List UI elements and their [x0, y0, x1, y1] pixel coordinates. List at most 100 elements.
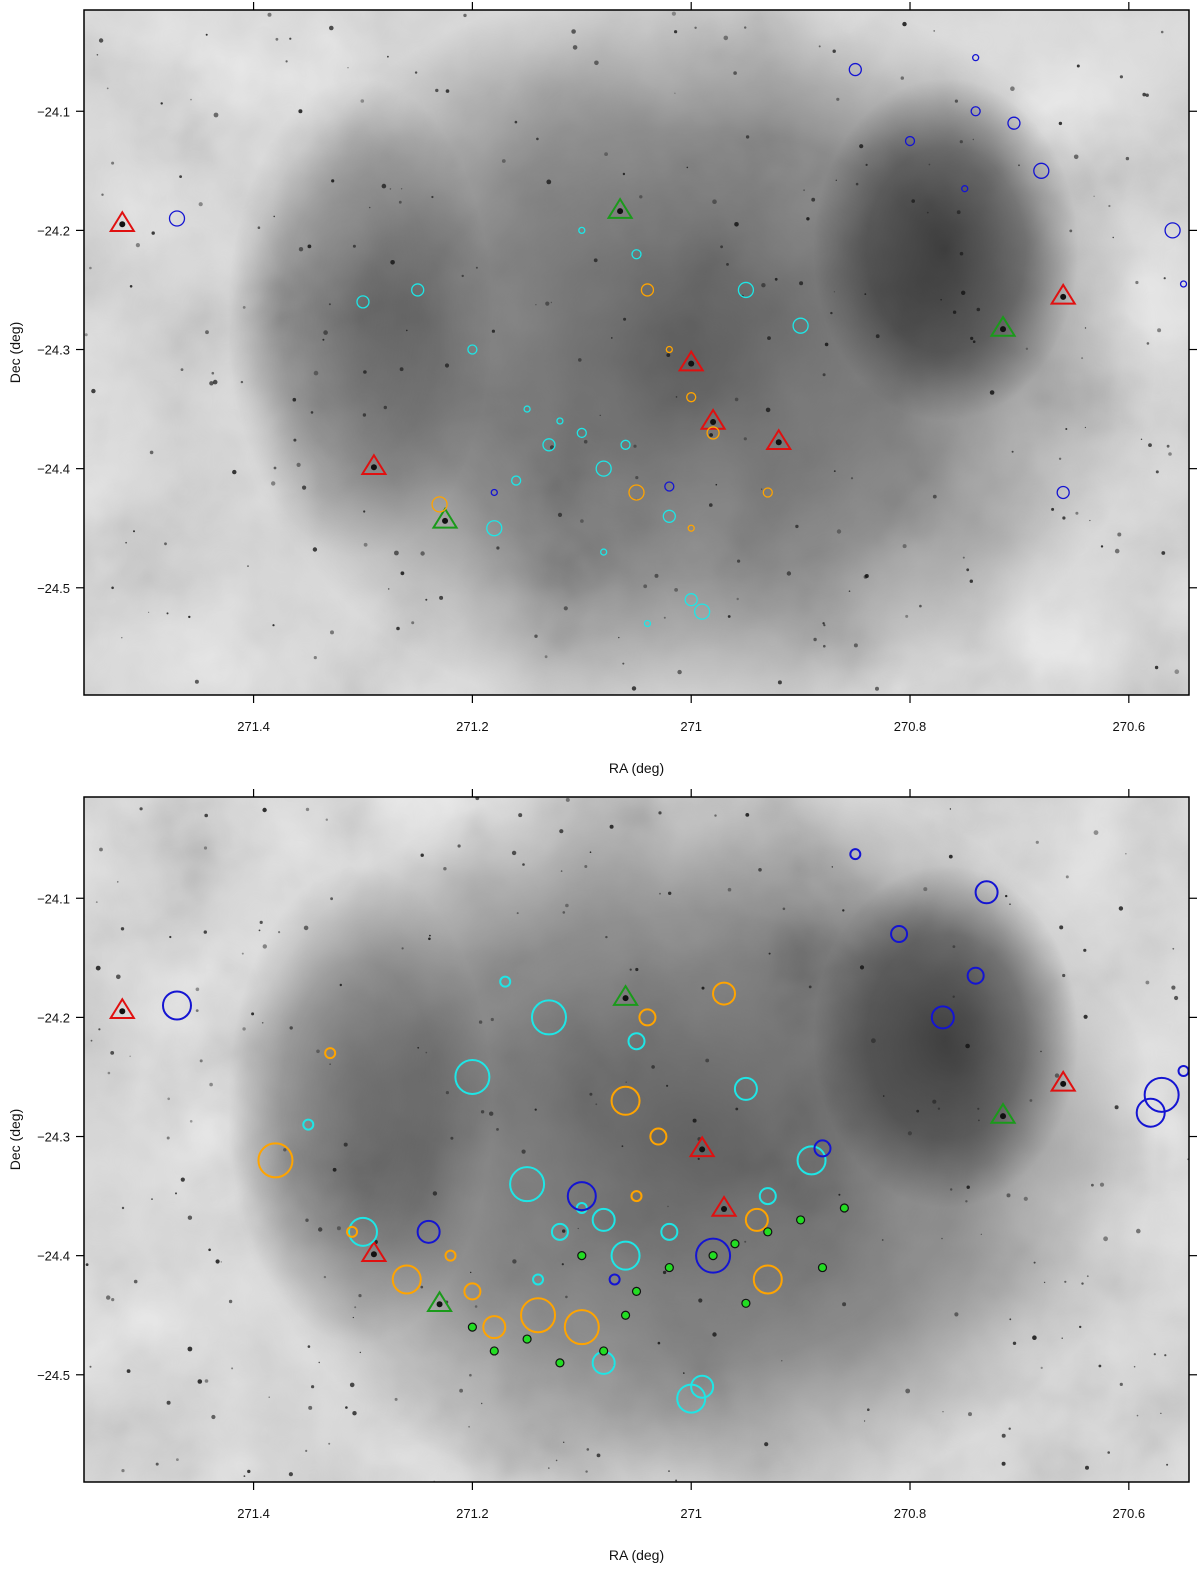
y-tick-label: −24.1: [37, 104, 70, 119]
y-tick-label: −24.2: [37, 223, 70, 238]
point-green-11: [741, 1298, 751, 1308]
background-image: [84, 797, 1189, 1482]
point-cyan-0: [575, 1202, 588, 1214]
point-blue-8: [490, 488, 498, 497]
point-red-5: [1049, 283, 1077, 305]
y-tick-label: −24.3: [37, 1130, 70, 1145]
point-blue-11: [813, 1139, 832, 1158]
x-tick-label: 271: [680, 1506, 702, 1521]
point-blue-5: [904, 135, 916, 147]
point-cyan-2: [542, 438, 556, 452]
point-orange-1: [686, 392, 697, 403]
point-blue-9: [664, 481, 675, 492]
point-blue-2: [1007, 116, 1021, 130]
point-cyan-11: [627, 1032, 646, 1051]
point-green-2: [989, 315, 1017, 337]
point-orange-12: [712, 981, 737, 1006]
y-tick-label: −24.4: [37, 462, 70, 477]
point-orange-6: [649, 1127, 668, 1146]
point-blue-6: [890, 925, 909, 943]
x-tick-label: 271: [680, 719, 702, 734]
point-blue-1: [966, 966, 985, 985]
point-red-2: [1049, 1070, 1077, 1092]
point-cyan-12: [578, 226, 586, 235]
background-image: [84, 10, 1189, 695]
point-cyan-7: [693, 603, 711, 620]
y-axis-label: Dec (deg): [7, 322, 23, 383]
x-axis-label: RA (deg): [609, 1547, 664, 1563]
point-cyan-7: [690, 1374, 715, 1399]
point-red-0: [108, 997, 136, 1019]
point-red-4: [765, 428, 793, 450]
point-blue-10: [608, 1273, 621, 1286]
point-blue-12: [1179, 280, 1188, 288]
point-red-0: [108, 210, 136, 232]
point-orange-0: [665, 345, 673, 354]
point-blue-6: [848, 62, 862, 77]
point-blue-3: [1033, 162, 1050, 179]
point-cyan-5: [620, 439, 631, 450]
point-cyan-10: [499, 975, 512, 988]
point-red-2: [677, 349, 705, 372]
point-orange-5: [630, 1190, 643, 1203]
x-tick-label: 270.6: [1113, 1506, 1146, 1521]
point-cyan-14: [454, 1058, 491, 1095]
point-green-0: [606, 197, 634, 219]
data-marks: [108, 848, 1189, 1414]
point-cyan-0: [556, 417, 564, 425]
point-orange-11: [638, 1008, 657, 1027]
y-tick-label: −24.3: [37, 343, 70, 358]
data-marks: [108, 54, 1188, 628]
point-cyan-4: [509, 1166, 546, 1203]
point-orange-1: [463, 1282, 482, 1301]
y-axis-label: Dec (deg): [7, 1109, 23, 1170]
point-green-8: [763, 1227, 773, 1237]
point-orange-10: [346, 1225, 359, 1238]
point-blue-3: [1135, 1097, 1166, 1128]
point-blue-2: [930, 1005, 955, 1030]
y-tick-label: −24.4: [37, 1249, 70, 1264]
point-orange-2: [482, 1315, 507, 1340]
point-cyan-1: [550, 1222, 569, 1241]
point-cyan-18: [662, 509, 676, 523]
plot-frame: [83, 796, 1190, 1483]
point-blue-0: [849, 848, 862, 861]
x-tick-label: 271.4: [237, 1506, 270, 1521]
point-orange-15: [324, 1047, 337, 1060]
point-blue-4: [961, 185, 969, 193]
point-orange-3: [628, 484, 645, 501]
point-orange-0: [444, 1249, 457, 1262]
x-tick-label: 270.8: [894, 1506, 927, 1521]
point-blue-10: [1056, 485, 1070, 500]
x-tick-label: 270.6: [1113, 719, 1146, 734]
point-orange-8: [752, 1264, 783, 1295]
point-cyan-13: [347, 1216, 378, 1247]
point-cyan-9: [530, 999, 567, 1036]
y-tick-label: −24.2: [37, 1010, 70, 1025]
point-red-3: [699, 408, 727, 430]
point-green-15: [620, 1310, 631, 1320]
point-green-2: [426, 1290, 453, 1313]
point-orange-2: [706, 426, 720, 440]
point-green-13: [489, 1346, 499, 1356]
point-cyan-19: [792, 317, 809, 334]
point-cyan-9: [467, 344, 478, 355]
point-green-10: [839, 1203, 849, 1213]
point-red-1: [360, 453, 388, 475]
point-cyan-16: [600, 548, 608, 556]
point-green-14: [577, 1251, 587, 1261]
point-blue-11: [1164, 222, 1181, 239]
point-blue-9: [695, 1237, 732, 1274]
point-blue-1: [970, 106, 981, 117]
point-cyan-15: [737, 281, 755, 299]
point-cyan-4: [523, 405, 531, 413]
point-green-1: [522, 1334, 532, 1344]
point-cyan-12: [733, 1076, 758, 1101]
point-cyan-17: [511, 475, 522, 486]
point-cyan-14: [356, 295, 370, 309]
point-green-0: [467, 1322, 477, 1332]
point-red-1: [360, 1240, 388, 1262]
point-cyan-2: [591, 1207, 616, 1232]
y-tick-label: −24.1: [37, 891, 70, 906]
point-cyan-6: [660, 1222, 679, 1241]
